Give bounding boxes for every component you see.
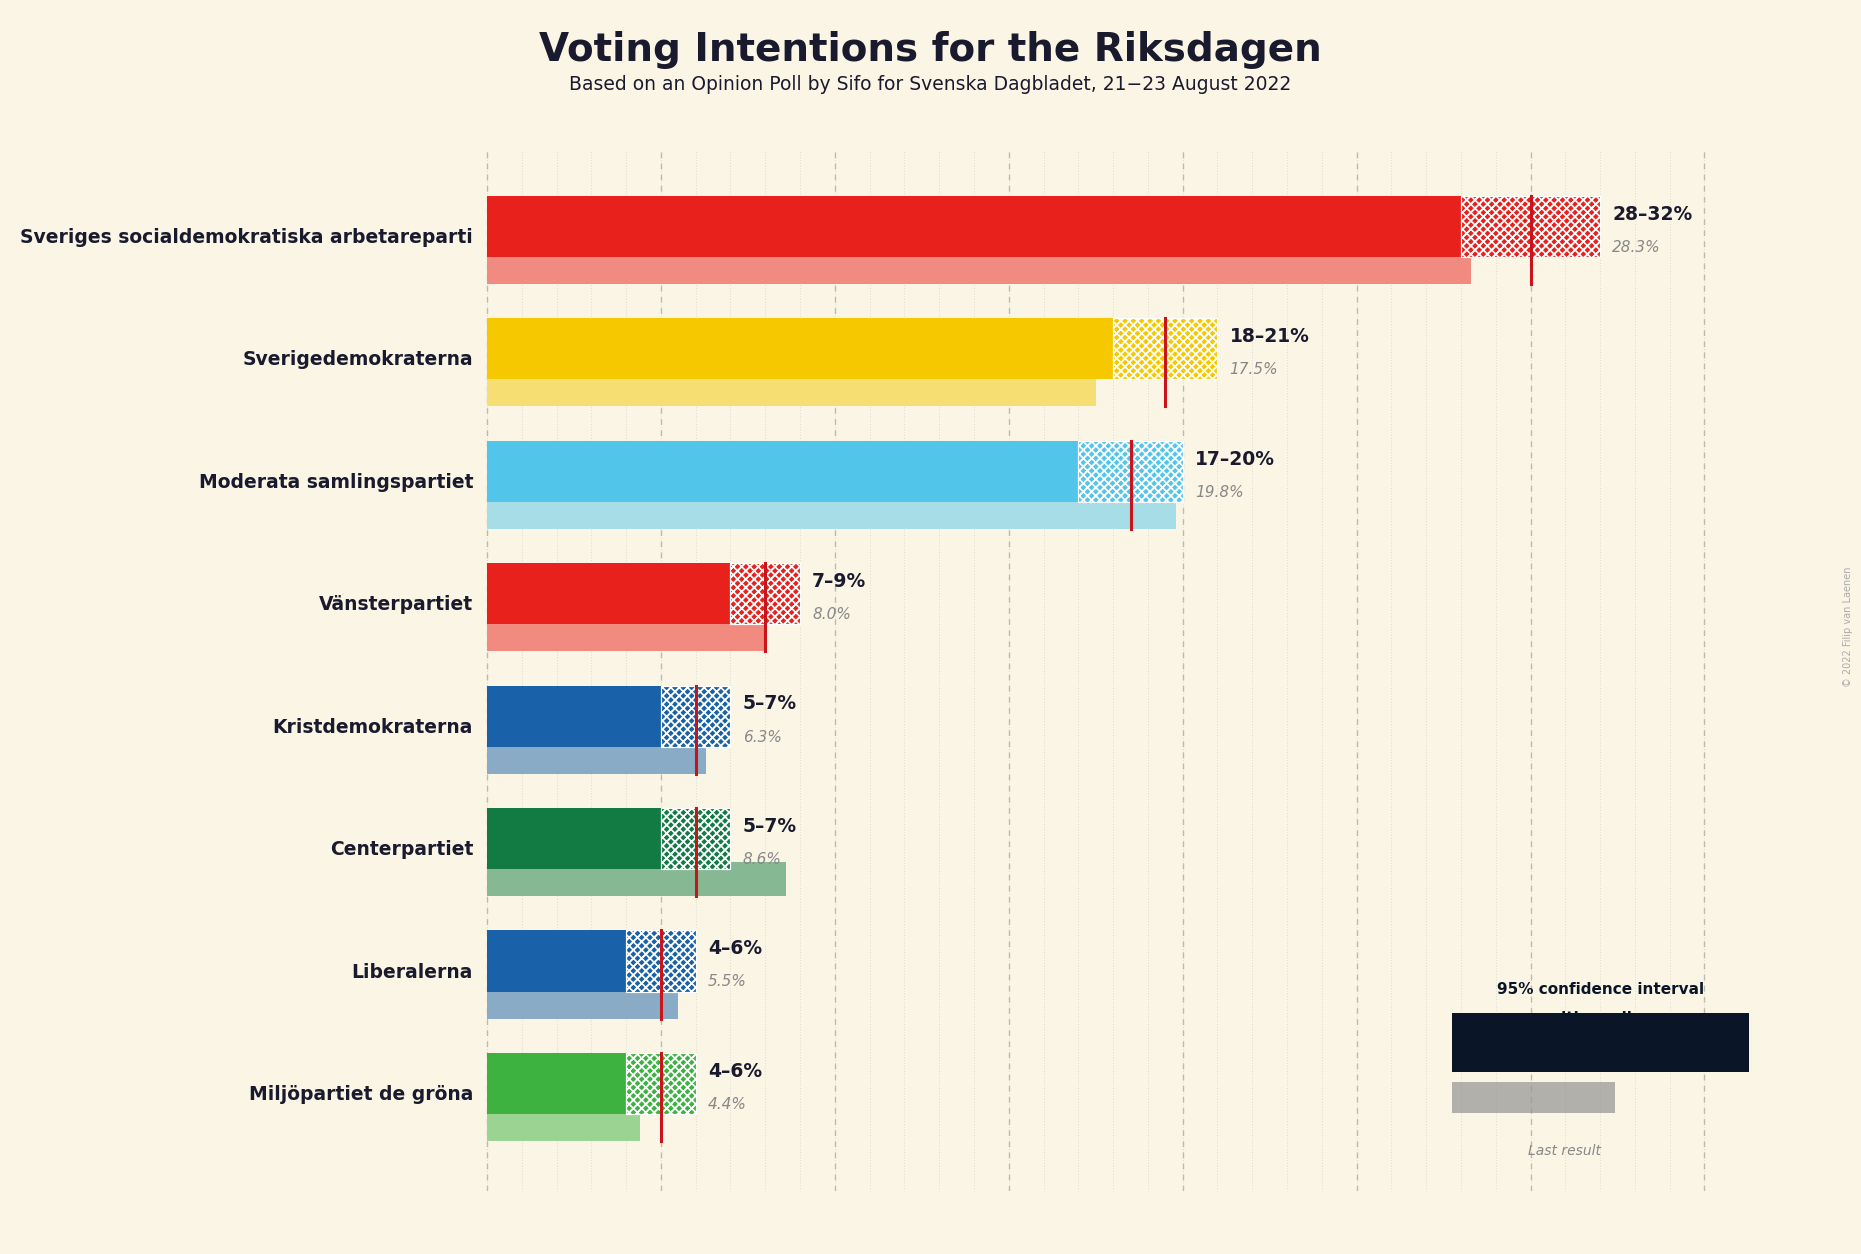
Text: Kristdemokraterna: Kristdemokraterna — [274, 717, 473, 737]
Text: 4–6%: 4–6% — [707, 939, 761, 958]
Bar — [1461, 196, 1600, 257]
Bar — [731, 563, 800, 624]
Bar — [661, 808, 731, 869]
Text: 7–9%: 7–9% — [811, 572, 867, 591]
Text: Miljöpartiet de gröna: Miljöpartiet de gröna — [249, 1085, 473, 1105]
Bar — [625, 1053, 696, 1114]
Text: Sverigedemokraterna: Sverigedemokraterna — [242, 350, 473, 370]
Text: Vänsterpartiet: Vänsterpartiet — [318, 596, 473, 614]
Bar — [1461, 196, 1600, 257]
Text: © 2022 Filip van Laenen: © 2022 Filip van Laenen — [1842, 567, 1854, 687]
Bar — [1078, 440, 1184, 502]
Bar — [661, 686, 731, 747]
Bar — [488, 563, 731, 624]
Text: 18–21%: 18–21% — [1230, 327, 1310, 346]
Text: Sveriges socialdemokratiska arbetareparti: Sveriges socialdemokratiska arbetarepart… — [20, 228, 473, 247]
Bar — [488, 494, 1176, 529]
Text: Moderata samlingspartiet: Moderata samlingspartiet — [199, 473, 473, 492]
Text: 17–20%: 17–20% — [1195, 449, 1275, 469]
Bar — [661, 808, 731, 869]
Text: 8.0%: 8.0% — [811, 607, 850, 622]
Bar — [488, 372, 1096, 406]
Text: 4–6%: 4–6% — [707, 1062, 761, 1081]
Bar — [1452, 1081, 1615, 1114]
Text: 6.3%: 6.3% — [743, 730, 782, 745]
Text: 95% confidence interval: 95% confidence interval — [1496, 982, 1705, 997]
Bar — [488, 984, 677, 1018]
Bar — [488, 930, 625, 992]
Bar — [1615, 1013, 1749, 1072]
Text: Voting Intentions for the Riksdagen: Voting Intentions for the Riksdagen — [540, 31, 1321, 69]
Bar — [625, 1053, 696, 1114]
Bar — [1078, 440, 1184, 502]
Bar — [488, 686, 661, 747]
Text: Liberalerna: Liberalerna — [352, 963, 473, 982]
Bar — [625, 930, 696, 992]
Bar — [1113, 319, 1217, 380]
Bar — [488, 1107, 640, 1141]
Bar — [1113, 319, 1217, 380]
Bar — [488, 617, 765, 651]
Bar — [625, 1053, 696, 1114]
Text: 4.4%: 4.4% — [707, 1097, 746, 1112]
Bar — [488, 808, 661, 869]
Bar — [488, 861, 785, 897]
Bar — [488, 740, 705, 774]
Bar — [661, 808, 731, 869]
Bar — [731, 563, 800, 624]
Bar — [731, 563, 800, 624]
Text: 5–7%: 5–7% — [743, 695, 797, 714]
Text: 19.8%: 19.8% — [1195, 484, 1243, 499]
Text: with median: with median — [1546, 1011, 1654, 1026]
Text: 28.3%: 28.3% — [1612, 240, 1660, 255]
Bar — [1113, 319, 1217, 380]
Bar — [488, 250, 1472, 283]
Bar — [488, 319, 1113, 380]
Bar — [625, 930, 696, 992]
Bar — [1461, 196, 1600, 257]
Text: Last result: Last result — [1528, 1144, 1600, 1157]
Text: 17.5%: 17.5% — [1230, 362, 1279, 377]
Bar — [488, 440, 1078, 502]
Text: 28–32%: 28–32% — [1612, 204, 1692, 223]
Text: Centerpartiet: Centerpartiet — [329, 840, 473, 859]
Bar — [625, 930, 696, 992]
Bar — [1078, 440, 1184, 502]
Text: 5.5%: 5.5% — [707, 974, 746, 989]
Bar — [661, 686, 731, 747]
Bar — [661, 686, 731, 747]
Bar — [1452, 1013, 1615, 1072]
Bar — [1615, 1013, 1749, 1072]
Bar — [488, 1053, 625, 1114]
Bar — [488, 196, 1461, 257]
Bar — [1615, 1013, 1749, 1072]
Text: 8.6%: 8.6% — [743, 851, 782, 867]
Text: Based on an Opinion Poll by Sifo for Svenska Dagbladet, 21−23 August 2022: Based on an Opinion Poll by Sifo for Sve… — [569, 75, 1292, 94]
Text: 5–7%: 5–7% — [743, 816, 797, 836]
